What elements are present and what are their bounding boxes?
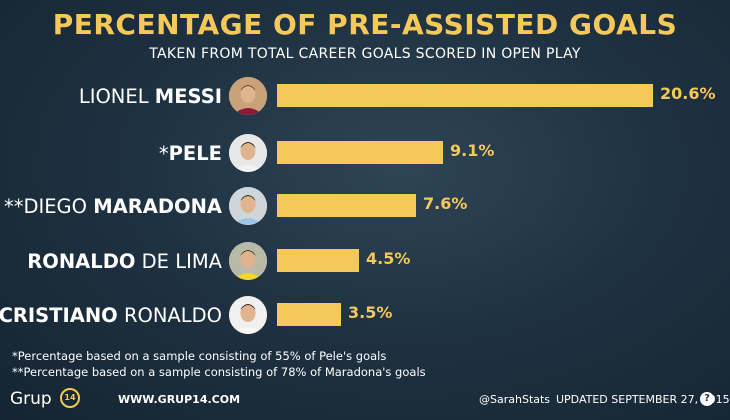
bar-value-label: 4.5% <box>366 249 411 268</box>
player-name-label: CRISTIANO RONALDO <box>0 304 222 327</box>
name-last: MESSI <box>154 85 222 108</box>
name-first: LIONEL <box>78 85 149 108</box>
grup-logo-text: Grup <box>10 389 52 409</box>
bar-value-label: 20.6% <box>660 84 716 103</box>
player-photo-icon <box>229 296 267 334</box>
chart-row: RONALDO DE LIMA 4.5% <box>0 241 730 281</box>
bar-value-label: 7.6% <box>423 194 468 213</box>
player-name-label: RONALDO DE LIMA <box>27 250 222 273</box>
note-pele: *Percentage based on a sample consisting… <box>12 349 387 363</box>
chart-row: LIONEL MESSI 20.6% <box>0 76 730 116</box>
name-first: DIEGO <box>23 195 88 218</box>
name-first: CRISTIANO <box>0 304 118 327</box>
name-last: PELE <box>168 142 222 165</box>
bar <box>277 303 341 326</box>
name-first: RONALDO <box>27 250 136 273</box>
website-url: WWW.GRUP14.COM <box>118 393 241 406</box>
bar-value-label: 3.5% <box>348 303 393 322</box>
name-last: MARADONA <box>93 195 222 218</box>
chart-subtitle: TAKEN FROM TOTAL CAREER GOALS SCORED IN … <box>149 46 581 62</box>
twitter-handle: @SarahStats <box>479 393 551 406</box>
player-photo-icon <box>229 242 267 280</box>
player-name-label: **DIEGO MARADONA <box>4 195 222 218</box>
bar-value-label: 9.1% <box>450 141 495 160</box>
player-name-label: *PELE <box>159 142 222 165</box>
name-prefix: ** <box>3 195 24 218</box>
player-photo-icon <box>229 187 267 225</box>
bar <box>277 141 443 164</box>
player-photo-icon <box>229 134 267 172</box>
chart-title: PERCENTAGE OF PRE-ASSISTED GOALS <box>52 8 678 41</box>
bar <box>277 84 653 107</box>
updated-date: UPDATED SEPTEMBER 27, 2015 <box>556 393 730 406</box>
player-photo-icon <box>229 77 267 115</box>
name-prefix: * <box>158 142 169 165</box>
chart-row: CRISTIANO RONALDO 3.5% <box>0 295 730 335</box>
bar <box>277 249 359 272</box>
bar <box>277 194 416 217</box>
corner-badge-icon: ? <box>700 392 714 406</box>
chart-row: *PELE 9.1% <box>0 133 730 173</box>
player-name-label: LIONEL MESSI <box>79 85 222 108</box>
grup14-logo-badge: 14 <box>60 388 80 408</box>
note-maradona: **Percentage based on a sample consistin… <box>12 365 426 379</box>
name-last: RONALDO <box>123 304 222 327</box>
name-last: DE LIMA <box>141 250 222 273</box>
chart-row: **DIEGO MARADONA 7.6% <box>0 186 730 226</box>
